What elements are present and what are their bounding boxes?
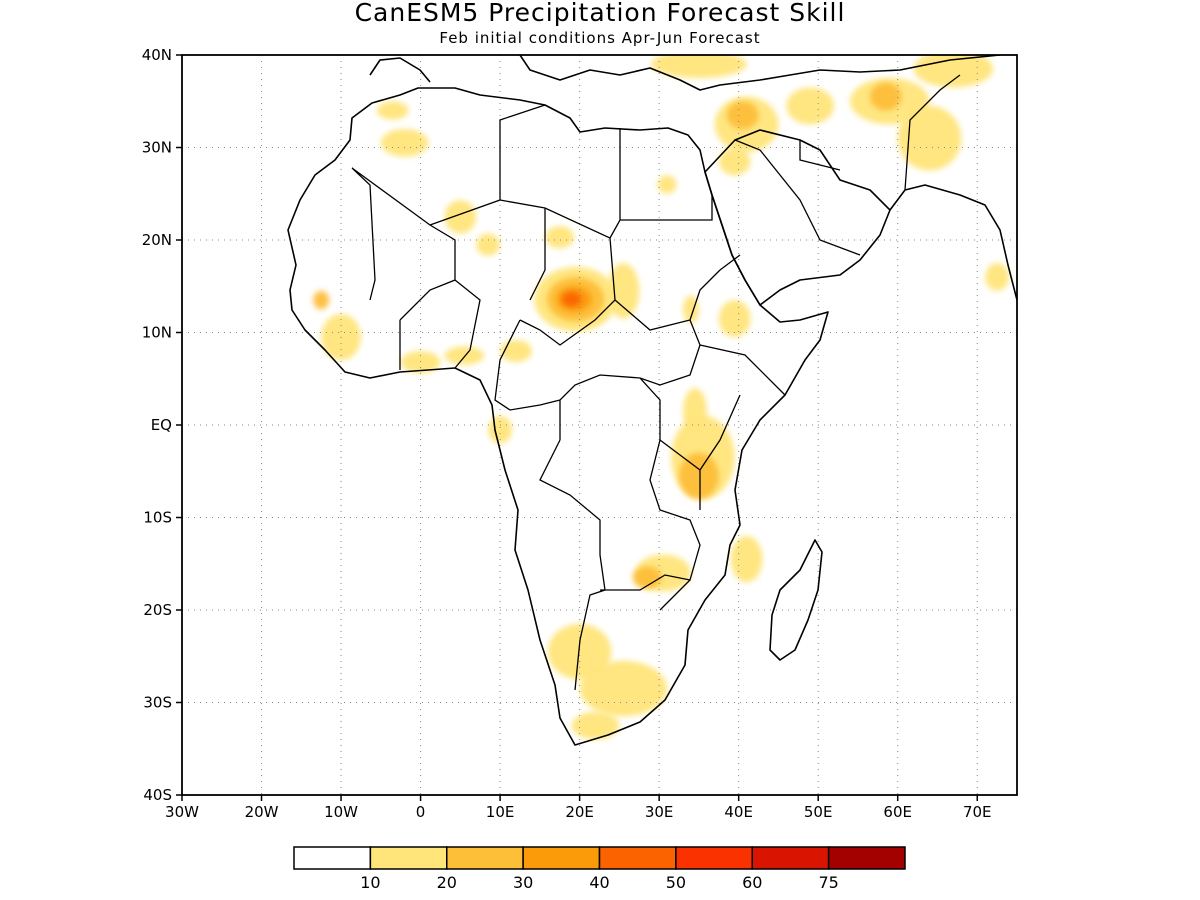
longitude-axis-labels: 30W 20W 10W 0 10E 20E 30E 40E 50E 60E 70E (165, 795, 992, 821)
lon-label: 50E (804, 803, 833, 821)
skill-region-8 (679, 452, 719, 499)
lat-label: 10S (143, 509, 172, 527)
iberia-coastline (369, 57, 431, 83)
madagascar-coastline (769, 539, 823, 661)
lat-label: 30S (143, 694, 172, 712)
skill-region-16 (579, 660, 668, 717)
skill-region-21 (444, 346, 485, 365)
colorbar: 10 20 30 40 50 60 75 (293, 846, 906, 892)
lon-label: 70E (963, 803, 992, 821)
skill-region-9 (683, 388, 707, 435)
skill-region-17 (571, 711, 620, 740)
latitude-axis-labels: 40N 30N 20N 10N EQ 10S 20S 30S 40S (142, 46, 182, 804)
skill-region-18 (400, 351, 441, 374)
lon-label: 40E (724, 803, 753, 821)
colorbar-label: 30 (513, 873, 533, 892)
lat-label: 20S (143, 601, 172, 619)
lat-label: 40S (143, 786, 172, 804)
skill-region-34 (913, 55, 994, 88)
lon-label: 10E (486, 803, 515, 821)
skill-region-13 (632, 566, 662, 589)
country-borders (351, 74, 961, 691)
lat-label: 30N (142, 139, 172, 157)
skill-region-38 (985, 263, 1010, 291)
skill-region-26 (380, 129, 429, 157)
colorbar-swatch (293, 846, 372, 870)
skill-shading-layer (313, 55, 1010, 740)
lon-label: 0 (416, 803, 426, 821)
europe-coastline (519, 55, 1001, 91)
colorbar-swatch (598, 846, 677, 870)
skill-region-37 (657, 175, 677, 194)
skill-region-25 (476, 233, 501, 256)
skill-region-27 (376, 101, 409, 120)
africa-coastline (287, 87, 829, 746)
map-title: CanESM5 Precipitation Forecast Skill (355, 0, 846, 27)
lon-label: 30W (165, 803, 199, 821)
skill-region-6 (545, 226, 575, 249)
skill-region-32 (869, 82, 902, 111)
skill-region-36 (718, 147, 751, 176)
colorbar-swatch (369, 846, 448, 870)
skill-region-4 (562, 291, 582, 307)
skill-region-10 (718, 300, 751, 338)
map-area (182, 55, 1017, 795)
colorbar-swatch (675, 846, 753, 870)
colorbar-swatch (446, 846, 524, 870)
map-subtitle: Feb initial conditions Apr-Jun Forecast (439, 29, 760, 47)
lon-label: 20W (245, 803, 279, 821)
colorbar-label: 40 (589, 873, 609, 892)
lat-label: 20N (142, 231, 172, 249)
lon-label: 10W (324, 803, 358, 821)
colorbar-label: 20 (437, 873, 457, 892)
skill-region-22 (500, 339, 532, 363)
colorbar-label: 60 (742, 873, 762, 892)
skill-region-14 (730, 536, 763, 583)
skill-region-20 (313, 290, 330, 310)
colorbar-swatch (522, 846, 601, 870)
skill-region-33 (897, 105, 962, 171)
skill-region-11 (683, 295, 699, 324)
colorbar-swatch (827, 846, 906, 870)
skill-region-30 (786, 87, 835, 125)
asia-coastline (889, 184, 1017, 301)
skill-region-35 (651, 55, 747, 79)
colorbar-label: 75 (818, 873, 838, 892)
skill-region-24 (444, 200, 477, 234)
lon-label: 60E (883, 803, 912, 821)
skill-region-5 (607, 263, 640, 319)
lat-label: 40N (142, 46, 172, 64)
lon-label: 20E (565, 803, 594, 821)
skill-region-15 (547, 623, 612, 680)
colorbar-label: 10 (360, 873, 380, 892)
lat-label: EQ (151, 416, 172, 434)
skill-region-29 (726, 101, 759, 129)
colorbar-swatch (751, 846, 830, 870)
lon-label: 30E (645, 803, 674, 821)
colorbar-label: 50 (666, 873, 686, 892)
coastline-layer (287, 55, 1017, 746)
lat-label: 10N (142, 324, 172, 342)
